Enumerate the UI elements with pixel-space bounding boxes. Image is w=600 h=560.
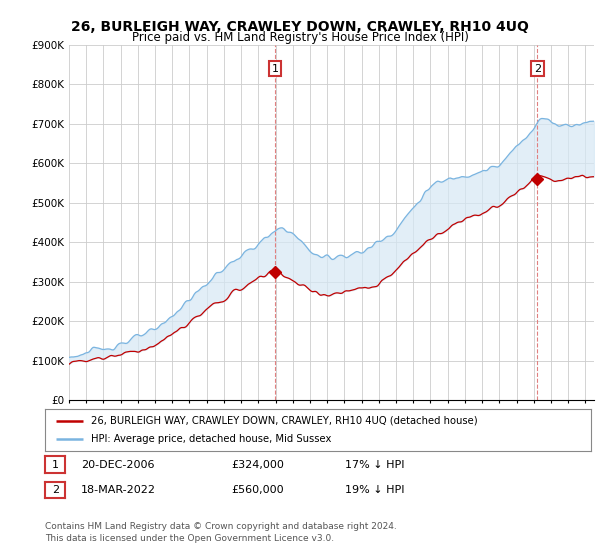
Text: 2: 2 xyxy=(52,485,59,495)
Text: Price paid vs. HM Land Registry's House Price Index (HPI): Price paid vs. HM Land Registry's House … xyxy=(131,31,469,44)
Text: £560,000: £560,000 xyxy=(231,485,284,495)
Text: 1: 1 xyxy=(52,460,59,470)
Text: 17% ↓ HPI: 17% ↓ HPI xyxy=(345,460,404,470)
Text: 26, BURLEIGH WAY, CRAWLEY DOWN, CRAWLEY, RH10 4UQ: 26, BURLEIGH WAY, CRAWLEY DOWN, CRAWLEY,… xyxy=(71,20,529,34)
Text: £324,000: £324,000 xyxy=(231,460,284,470)
Text: 19% ↓ HPI: 19% ↓ HPI xyxy=(345,485,404,495)
Text: 18-MAR-2022: 18-MAR-2022 xyxy=(81,485,156,495)
Text: 1: 1 xyxy=(272,63,278,73)
Text: 2: 2 xyxy=(534,63,541,73)
Text: HPI: Average price, detached house, Mid Sussex: HPI: Average price, detached house, Mid … xyxy=(91,434,332,444)
Text: Contains HM Land Registry data © Crown copyright and database right 2024.
This d: Contains HM Land Registry data © Crown c… xyxy=(45,522,397,543)
Text: 20-DEC-2006: 20-DEC-2006 xyxy=(81,460,155,470)
Text: 26, BURLEIGH WAY, CRAWLEY DOWN, CRAWLEY, RH10 4UQ (detached house): 26, BURLEIGH WAY, CRAWLEY DOWN, CRAWLEY,… xyxy=(91,416,478,426)
